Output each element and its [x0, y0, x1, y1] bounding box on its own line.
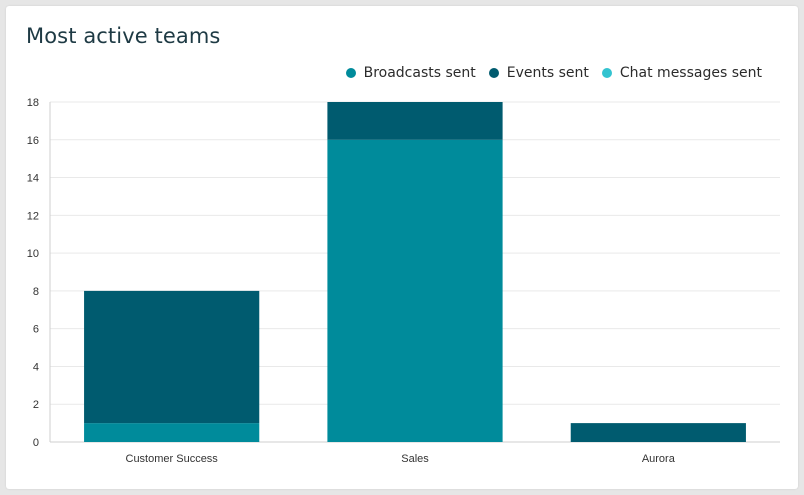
legend-label-broadcasts: Broadcasts sent: [363, 65, 476, 81]
x-tick-label: Sales: [401, 453, 429, 465]
legend-swatch-broadcasts: [345, 68, 356, 78]
y-tick-label: 18: [27, 97, 39, 109]
bar-events: [327, 102, 503, 140]
y-tick-label: 12: [27, 210, 39, 222]
legend-label-chat: Chat messages sent: [619, 65, 762, 81]
y-tick-label: 6: [33, 324, 39, 336]
y-tick-label: 8: [33, 286, 39, 298]
y-tick-label: 10: [27, 248, 39, 260]
legend-item-events[interactable]: Events sent: [488, 65, 589, 81]
bar-broadcasts: [327, 139, 503, 442]
x-tick-label: Customer Success: [126, 453, 219, 465]
y-tick-label: 2: [33, 399, 39, 411]
legend-swatch-chat: [601, 68, 612, 78]
legend-item-broadcasts[interactable]: Broadcasts sent: [345, 65, 476, 81]
y-tick-label: 4: [33, 361, 39, 373]
bar-events: [84, 290, 260, 424]
legend-label-events: Events sent: [506, 65, 589, 81]
legend-item-chat[interactable]: Chat messages sent: [601, 65, 762, 81]
chart-legend: Broadcasts sent Events sent Chat message…: [333, 65, 762, 81]
chart-title: Most active teams: [26, 24, 221, 48]
y-tick-label: 0: [33, 437, 39, 449]
x-tick-label: Aurora: [642, 453, 676, 465]
y-tick-label: 16: [27, 135, 39, 147]
bar-broadcasts: [84, 423, 260, 442]
legend-swatch-events: [488, 68, 499, 78]
bar-events: [570, 423, 746, 442]
y-tick-label: 14: [27, 173, 39, 185]
